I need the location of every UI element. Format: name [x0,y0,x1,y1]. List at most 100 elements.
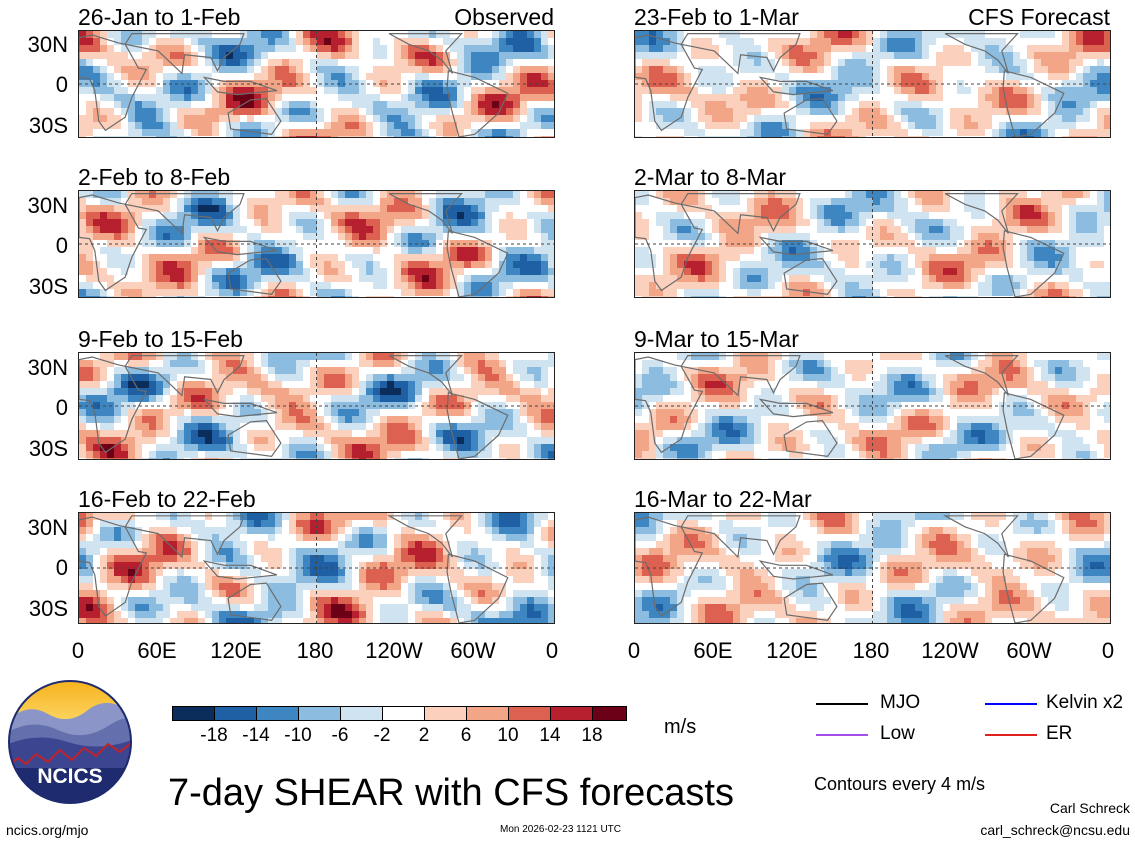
shear-cell [443,219,450,226]
shear-cell [107,548,114,555]
shear-cell [275,576,282,583]
shear-cell [401,66,408,73]
shear-cell [541,261,548,268]
shear-cell [324,205,331,212]
shear-cell [450,527,457,534]
shear-cell [79,388,86,395]
shear-cell [142,451,149,458]
shear-cell [394,94,401,101]
shear-cell [1090,52,1097,59]
shear-cell [310,38,317,45]
shear-cell [261,52,268,59]
shear-cell [303,247,310,254]
shear-cell [541,122,548,129]
shear-cell [331,101,338,108]
shear-cell [177,527,184,534]
shear-cell [422,282,429,289]
shear-cell [114,108,121,115]
shear-cell [324,59,331,66]
shear-cell [191,282,198,289]
shear-cell [422,541,429,548]
shear-cell [345,381,352,388]
shear-cell [268,66,275,73]
shear-cell [513,108,520,115]
shear-cell [408,562,415,569]
shear-cell [352,38,359,45]
shear-cell [663,73,670,80]
shear-cell [394,541,401,548]
shear-cell [464,395,471,402]
shear-cell [443,374,450,381]
shear-cell [247,122,254,129]
shear-cell [380,402,387,409]
shear-cell [268,444,275,451]
shear-cell [950,38,957,45]
shear-cell [373,205,380,212]
shear-cell [478,618,485,623]
shear-cell [513,191,520,198]
shear-cell [261,437,268,444]
shear-cell [443,115,450,122]
shear-cell [380,444,387,451]
shear-cell [408,611,415,618]
shear-cell [534,289,541,296]
shear-cell [754,31,761,38]
shear-cell [268,233,275,240]
shear-cell [506,597,513,604]
shear-cell [317,94,324,101]
shear-cell [170,205,177,212]
shear-cell [310,611,317,618]
shear-cell [492,219,499,226]
shear-cell [908,31,915,38]
shear-cell [401,115,408,122]
shear-cell [663,38,670,45]
shear-cell [205,353,212,360]
shear-cell [268,395,275,402]
shear-cell [79,59,86,66]
shear-cell [149,122,156,129]
shear-cell [352,254,359,261]
shear-cell [247,191,254,198]
shear-cell [310,261,317,268]
shear-cell [142,541,149,548]
shear-cell [261,101,268,108]
shear-cell [226,416,233,423]
shear-cell [310,282,317,289]
shear-cell [317,541,324,548]
shear-cell [100,212,107,219]
shear-cell [226,205,233,212]
shear-cell [443,59,450,66]
shear-cell [345,444,352,451]
shear-cell [135,198,142,205]
shear-cell [289,233,296,240]
shear-cell [992,66,999,73]
shear-cell [450,94,457,101]
shear-cell [198,444,205,451]
shear-cell [499,513,506,520]
shear-cell [513,45,520,52]
shear-cell [149,597,156,604]
shear-cell [527,205,534,212]
shear-cell [471,219,478,226]
shear-cell [184,108,191,115]
shear-cell [394,205,401,212]
shear-cell [135,388,142,395]
shear-cell [100,611,107,618]
shear-cell [324,94,331,101]
shear-cell [128,437,135,444]
shear-cell [457,261,464,268]
shear-cell [887,45,894,52]
shear-cell [163,45,170,52]
shear-cell [548,402,554,409]
shear-cell [184,416,191,423]
shear-cell [268,367,275,374]
shear-cell [457,205,464,212]
shear-cell [303,590,310,597]
shear-cell [93,219,100,226]
shear-cell [1034,59,1041,66]
shear-cell [247,402,254,409]
shear-cell [1020,31,1027,38]
shear-cell [254,569,261,576]
shear-cell [198,423,205,430]
shear-cell [992,59,999,66]
